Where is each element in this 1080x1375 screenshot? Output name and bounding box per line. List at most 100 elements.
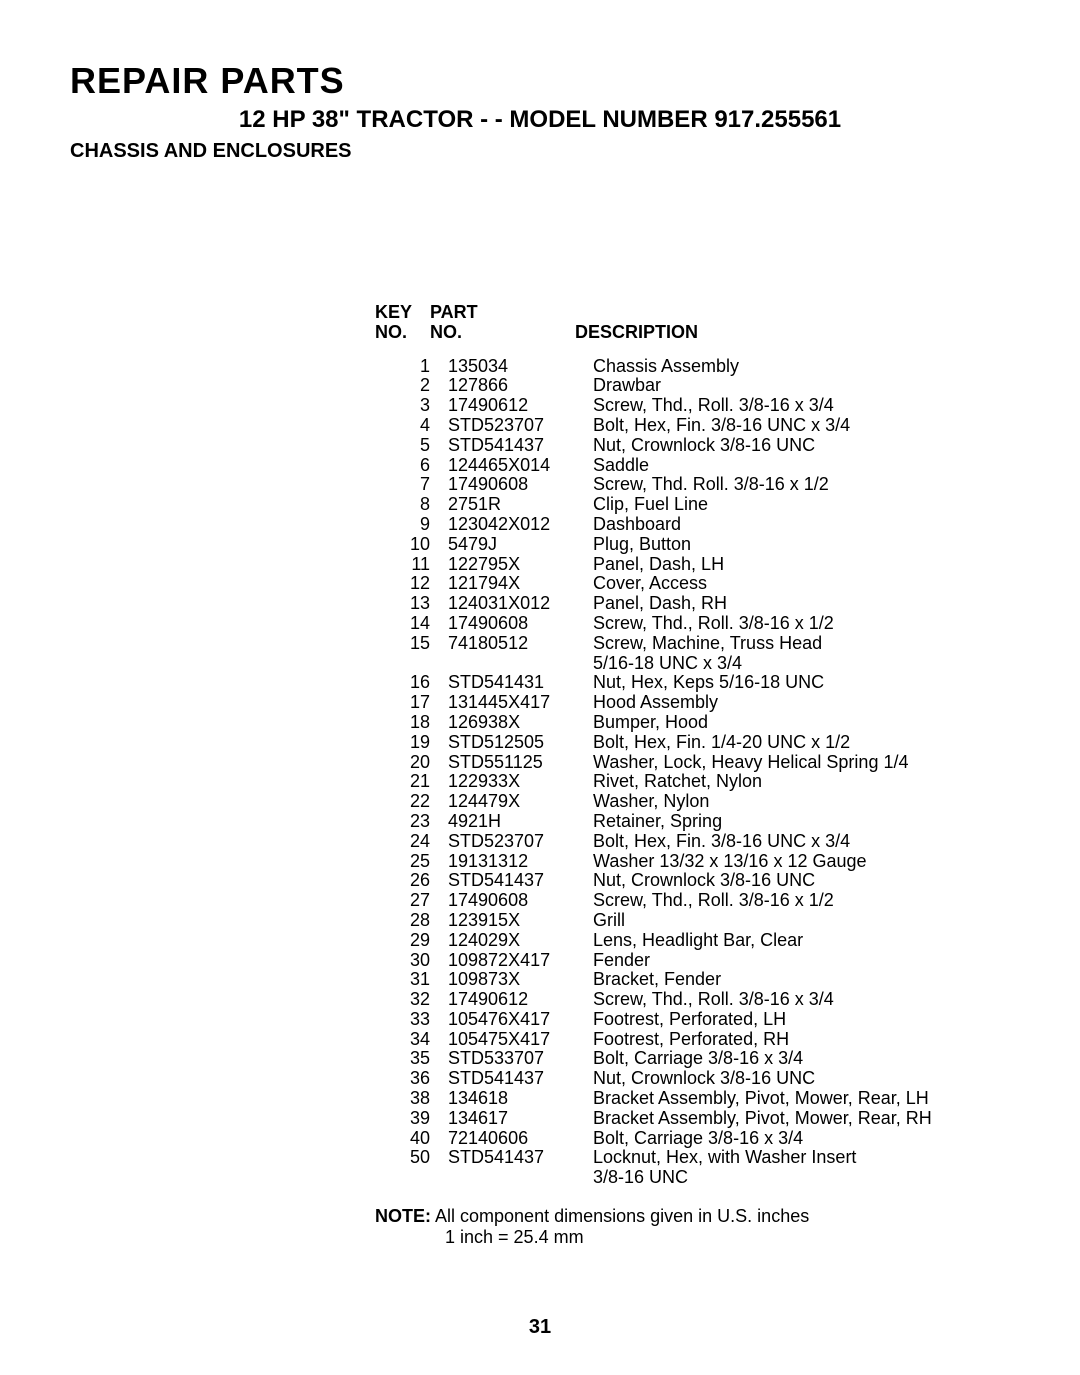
- table-row: 1417490608Screw, Thd., Roll. 3/8-16 x 1/…: [375, 614, 1055, 634]
- cell-part: STD523707: [448, 832, 593, 852]
- table-row: 35STD533707Bolt, Carriage 3/8-16 x 3/4: [375, 1049, 1055, 1069]
- cell-desc: Panel, Dash, RH: [593, 594, 1055, 614]
- cell-part: 109872X417: [448, 951, 593, 971]
- cell-desc: 3/8-16 UNC: [593, 1168, 1055, 1188]
- cell-part: 109873X: [448, 970, 593, 990]
- cell-desc: Washer 13/32 x 13/16 x 12 Gauge: [593, 852, 1055, 872]
- cell-key: 9: [375, 515, 448, 535]
- cell-part: 135034: [448, 357, 593, 377]
- table-row: 34105475X417Footrest, Perforated, RH: [375, 1030, 1055, 1050]
- table-row: 30109872X417Fender: [375, 951, 1055, 971]
- cell-part: 127866: [448, 376, 593, 396]
- col-key-l1: KEY: [375, 302, 412, 322]
- table-row: 2519131312Washer 13/32 x 13/16 x 12 Gaug…: [375, 852, 1055, 872]
- cell-part: 17490612: [448, 990, 593, 1010]
- cell-desc: Fender: [593, 951, 1055, 971]
- cell-desc: Footrest, Perforated, RH: [593, 1030, 1055, 1050]
- cell-part: 124031X012: [448, 594, 593, 614]
- cell-desc: Lens, Headlight Bar, Clear: [593, 931, 1055, 951]
- cell-part: 17490612: [448, 396, 593, 416]
- table-row: 4STD523707Bolt, Hex, Fin. 3/8-16 UNC x 3…: [375, 416, 1055, 436]
- cell-key: 17: [375, 693, 448, 713]
- cell-desc: Bolt, Hex, Fin. 3/8-16 UNC x 3/4: [593, 832, 1055, 852]
- col-key-l2: NO.: [375, 322, 407, 342]
- cell-key: 13: [375, 594, 448, 614]
- cell-key: 36: [375, 1069, 448, 1089]
- table-row: 82751RClip, Fuel Line: [375, 495, 1055, 515]
- table-row: 1135034Chassis Assembly: [375, 357, 1055, 377]
- cell-part: STD541437: [448, 1148, 593, 1168]
- cell-desc: Bolt, Hex, Fin. 3/8-16 UNC x 3/4: [593, 416, 1055, 436]
- table-row: 11122795XPanel, Dash, LH: [375, 555, 1055, 575]
- cell-key: 4: [375, 416, 448, 436]
- col-part: PART NO.: [430, 303, 575, 343]
- cell-key: 2: [375, 376, 448, 396]
- cell-key: 27: [375, 891, 448, 911]
- table-row: 2717490608Screw, Thd., Roll. 3/8-16 x 1/…: [375, 891, 1055, 911]
- cell-part: 17490608: [448, 475, 593, 495]
- cell-part: 105475X417: [448, 1030, 593, 1050]
- table-row: 24STD523707Bolt, Hex, Fin. 3/8-16 UNC x …: [375, 832, 1055, 852]
- page: REPAIR PARTS 12 HP 38" TRACTOR - - MODEL…: [0, 0, 1080, 1375]
- cell-part: 121794X: [448, 574, 593, 594]
- cell-part: 5479J: [448, 535, 593, 555]
- cell-key: 26: [375, 871, 448, 891]
- cell-key: 6: [375, 456, 448, 476]
- table-row: 22124479XWasher, Nylon: [375, 792, 1055, 812]
- cell-key: 25: [375, 852, 448, 872]
- cell-part: 126938X: [448, 713, 593, 733]
- cell-part: STD541431: [448, 673, 593, 693]
- cell-key: 31: [375, 970, 448, 990]
- cell-key: 19: [375, 733, 448, 753]
- cell-desc: Bumper, Hood: [593, 713, 1055, 733]
- cell-desc: Locknut, Hex, with Washer Insert: [593, 1148, 1055, 1168]
- cell-key: 22: [375, 792, 448, 812]
- table-row: 31109873XBracket, Fender: [375, 970, 1055, 990]
- cell-key: 1: [375, 357, 448, 377]
- cell-desc: Footrest, Perforated, LH: [593, 1010, 1055, 1030]
- cell-part: STD533707: [448, 1049, 593, 1069]
- cell-desc: Drawbar: [593, 376, 1055, 396]
- cell-part: STD541437: [448, 436, 593, 456]
- cell-part: 17490608: [448, 891, 593, 911]
- table-row: 16STD541431Nut, Hex, Keps 5/16-18 UNC: [375, 673, 1055, 693]
- section-heading: CHASSIS AND ENCLOSURES: [70, 140, 1010, 163]
- cell-desc: Washer, Nylon: [593, 792, 1055, 812]
- cell-desc: Nut, Crownlock 3/8-16 UNC: [593, 1069, 1055, 1089]
- parts-table: KEY NO. PART NO. DESCRIPTION 1135034Chas…: [375, 303, 1055, 1188]
- cell-desc: Nut, Crownlock 3/8-16 UNC: [593, 871, 1055, 891]
- table-row: 5STD541437Nut, Crownlock 3/8-16 UNC: [375, 436, 1055, 456]
- cell-key: 3: [375, 396, 448, 416]
- cell-key: 7: [375, 475, 448, 495]
- table-row: 19STD512505Bolt, Hex, Fin. 1/4-20 UNC x …: [375, 733, 1055, 753]
- cell-key: 21: [375, 772, 448, 792]
- cell-desc: Washer, Lock, Heavy Helical Spring 1/4: [593, 753, 1055, 773]
- table-row: 1574180512Screw, Machine, Truss Head: [375, 634, 1055, 654]
- cell-part: STD512505: [448, 733, 593, 753]
- cell-key: 15: [375, 634, 448, 654]
- cell-desc: Panel, Dash, LH: [593, 555, 1055, 575]
- cell-part: 122933X: [448, 772, 593, 792]
- col-key: KEY NO.: [375, 303, 430, 343]
- cell-part: 4921H: [448, 812, 593, 832]
- cell-key: [375, 1168, 448, 1188]
- table-row: 3217490612Screw, Thd., Roll. 3/8-16 x 3/…: [375, 990, 1055, 1010]
- cell-part: 19131312: [448, 852, 593, 872]
- table-row: 39134617Bracket Assembly, Pivot, Mower, …: [375, 1109, 1055, 1129]
- cell-key: 38: [375, 1089, 448, 1109]
- cell-key: 16: [375, 673, 448, 693]
- cell-desc: Bolt, Carriage 3/8-16 x 3/4: [593, 1049, 1055, 1069]
- cell-key: 30: [375, 951, 448, 971]
- table-row: 9123042X012Dashboard: [375, 515, 1055, 535]
- cell-key: 32: [375, 990, 448, 1010]
- cell-desc: Bracket Assembly, Pivot, Mower, Rear, RH: [593, 1109, 1055, 1129]
- cell-key: 5: [375, 436, 448, 456]
- cell-key: 35: [375, 1049, 448, 1069]
- cell-desc: Bolt, Carriage 3/8-16 x 3/4: [593, 1129, 1055, 1149]
- cell-key: 40: [375, 1129, 448, 1149]
- table-row: 234921HRetainer, Spring: [375, 812, 1055, 832]
- cell-key: 33: [375, 1010, 448, 1030]
- note-line1: All component dimensions given in U.S. i…: [435, 1206, 809, 1226]
- cell-part: 74180512: [448, 634, 593, 654]
- table-row: 105479JPlug, Button: [375, 535, 1055, 555]
